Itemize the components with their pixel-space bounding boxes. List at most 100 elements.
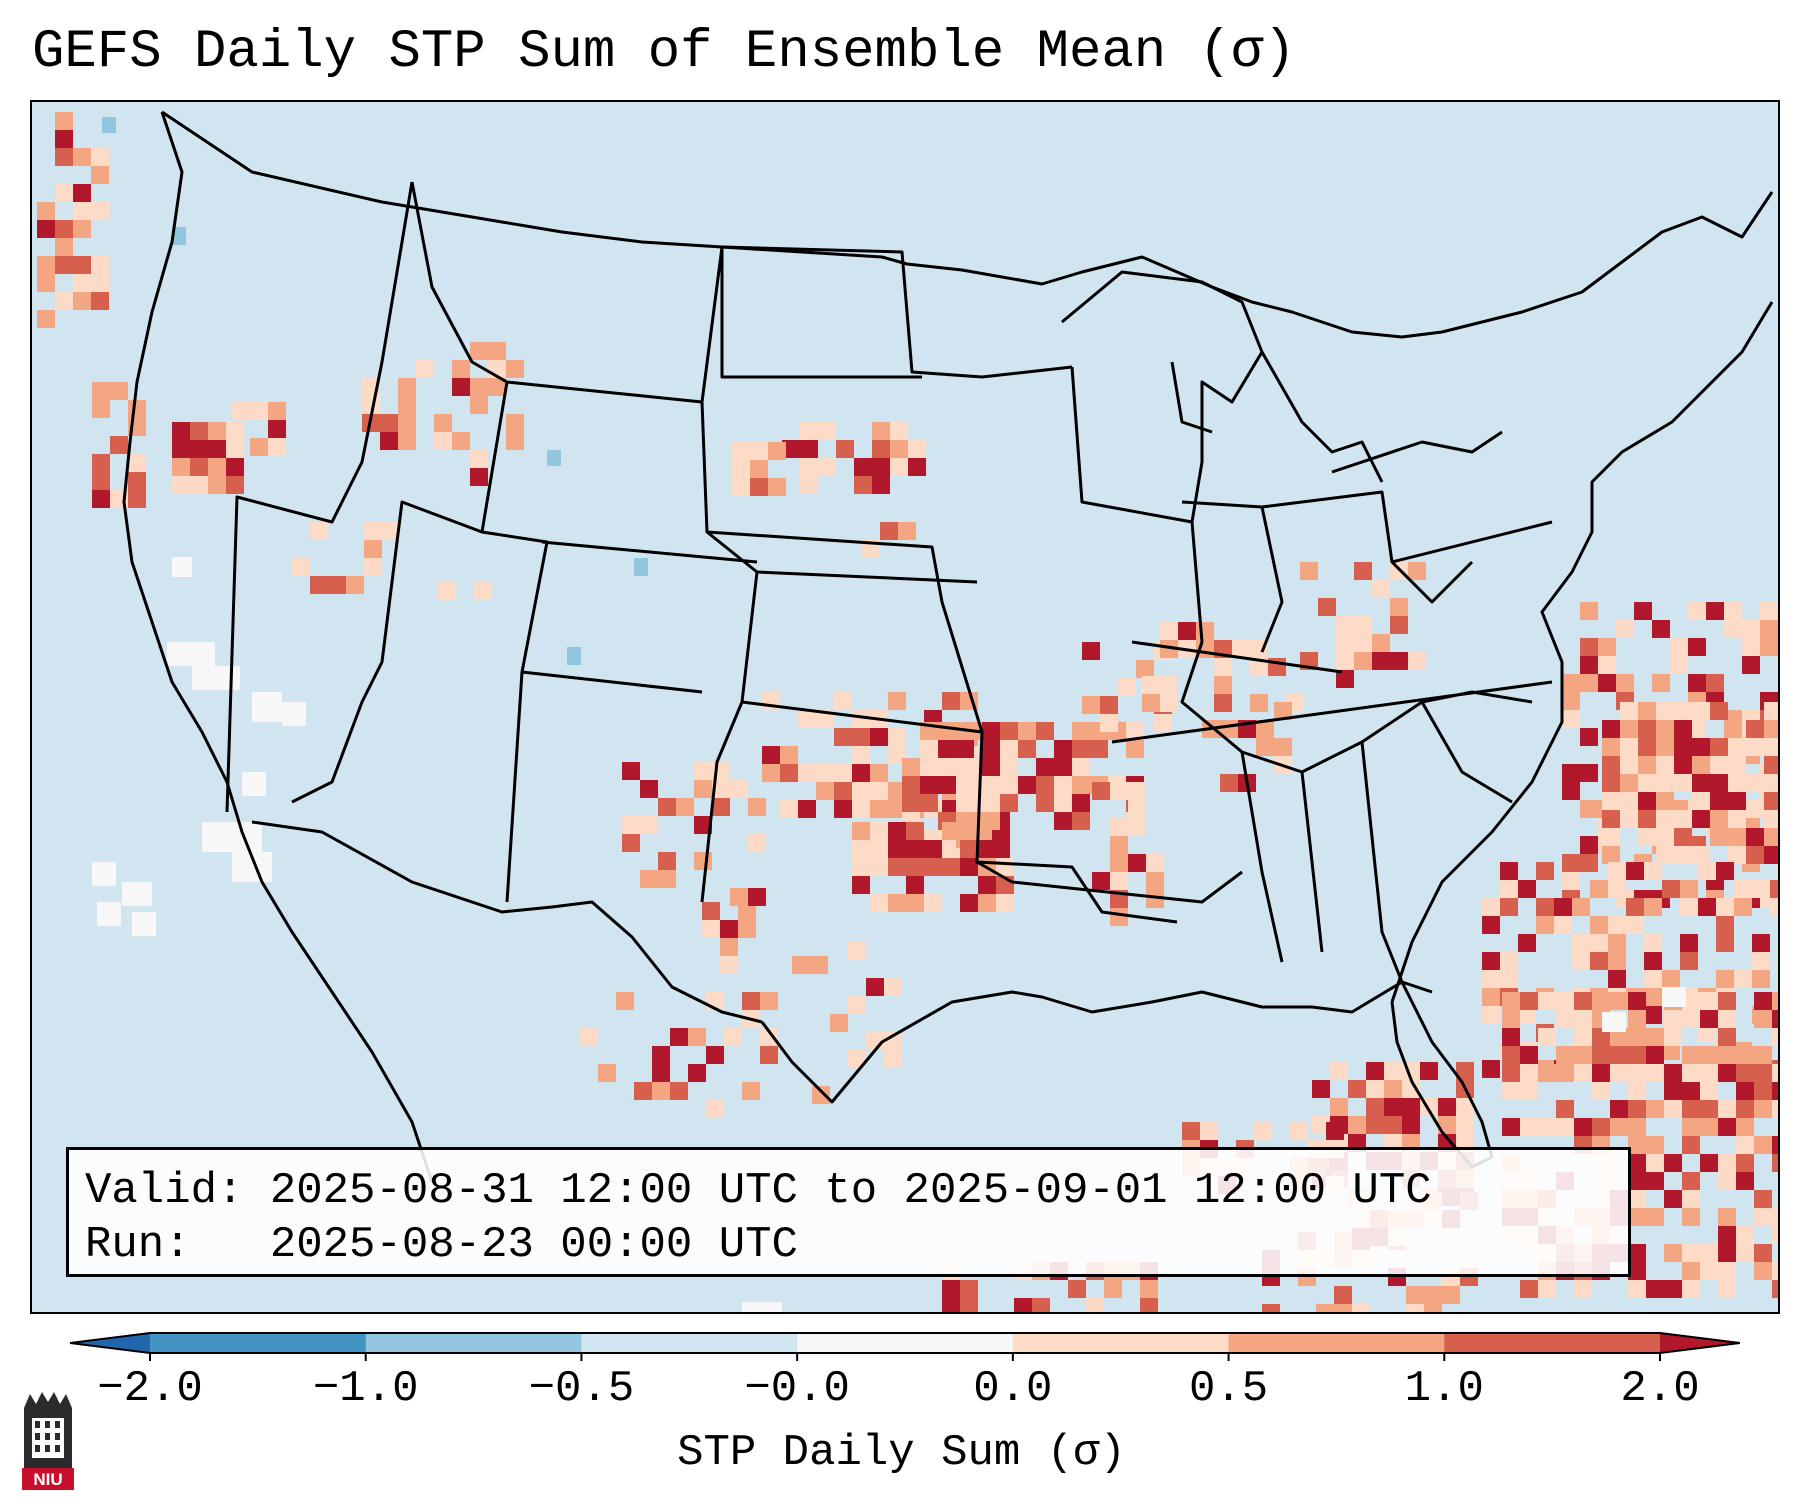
stp-anomaly-cell [1580, 728, 1598, 746]
stp-anomaly-cell [730, 780, 748, 798]
stp-anomaly-cell [1754, 1010, 1772, 1028]
stp-anomaly-cell [1128, 782, 1146, 800]
stp-anomaly-cell [1628, 1028, 1646, 1046]
west-coast [122, 111, 434, 1183]
stp-anomaly-cell [640, 870, 658, 888]
stp-anomaly-cell [780, 800, 798, 818]
building-icon [24, 1392, 72, 1468]
stp-anomaly-cell [768, 442, 786, 460]
stp-anomaly-cell [1408, 562, 1426, 580]
stp-anomaly-cell [694, 762, 712, 780]
stp-anomaly-cell [1680, 880, 1698, 898]
stp-anomaly-cell [1390, 652, 1408, 670]
stp-anomaly-cell [190, 476, 208, 494]
run-label: Run: [85, 1220, 191, 1270]
blue-negative-cells [102, 117, 648, 665]
colorbar-tick-label: −0.0 [744, 1364, 850, 1414]
stp-anomaly-cell [1574, 1118, 1592, 1136]
stp-anomaly-cell [434, 414, 452, 432]
stp-anomaly-cell [1662, 880, 1680, 898]
stp-anomaly-cell [1710, 810, 1728, 828]
stp-anomaly-cell [960, 840, 978, 858]
stp-anomaly-cell [890, 422, 908, 440]
stp-anomaly-cell [732, 460, 750, 478]
stp-anomaly-cell [798, 764, 816, 782]
stp-anomaly-cell [91, 202, 109, 220]
stp-anomaly-cell [1574, 1028, 1592, 1046]
stp-anomaly-cell [1126, 740, 1144, 758]
stp-anomaly-cell [1072, 776, 1090, 794]
stp-anomaly-cell [1610, 1064, 1628, 1082]
stp-anomaly-cell [1646, 1208, 1664, 1226]
stp-anomaly-cell [226, 440, 244, 458]
stp-anomaly-cell [1214, 676, 1232, 694]
stp-anomaly-cell [830, 1014, 848, 1032]
stp-anomaly-cell [888, 728, 906, 746]
stp-anomaly-cell [1628, 1082, 1646, 1100]
stp-anomaly-cell [1538, 992, 1556, 1010]
stp-anomaly-cell [906, 876, 924, 894]
stp-anomaly-cell [1638, 792, 1656, 810]
stp-anomaly-cell [1628, 1010, 1646, 1028]
stp-anomaly-cell [73, 274, 91, 292]
stp-anomaly-cell [1590, 934, 1608, 952]
stp-anomaly-cell [1728, 774, 1746, 792]
stp-anomaly-cell [652, 1046, 670, 1064]
stp-anomaly-cell [1700, 1010, 1718, 1028]
stp-anomaly-cell [888, 822, 906, 840]
stp-anomaly-cell [250, 438, 268, 456]
stp-anomaly-cell [1520, 1280, 1538, 1298]
stp-anomaly-cell [1000, 758, 1018, 776]
stp-anomaly-cell [1036, 776, 1054, 794]
stp-anomaly-cell [1736, 1064, 1754, 1082]
stp-anomaly-cell [812, 1086, 830, 1104]
stp-anomaly-cell [852, 858, 870, 876]
east-coast [1390, 301, 1774, 1003]
stp-anomaly-cell [852, 746, 870, 764]
stp-anomaly-cell [762, 746, 780, 764]
stp-anomaly-cell [768, 478, 786, 496]
stp-anomaly-cell [1482, 1006, 1500, 1024]
stp-anomaly-cell [982, 758, 1000, 776]
stp-anomaly-cell [1100, 714, 1118, 732]
stp-anomaly-cell [1734, 970, 1752, 988]
stp-anomaly-cell [1146, 854, 1164, 872]
stp-anomaly-cell [1054, 758, 1072, 776]
stp-anomaly-cell [1700, 1244, 1718, 1262]
stp-anomaly-cell [55, 220, 73, 238]
stp-anomaly-cell [1538, 1118, 1556, 1136]
stp-anomaly-cell [1638, 720, 1656, 738]
stp-anomaly-cell [1556, 1100, 1574, 1118]
stp-anomaly-cell [1312, 1080, 1330, 1098]
stp-anomaly-cell [1128, 800, 1146, 818]
stp-anomaly-cell [1736, 1154, 1754, 1172]
stp-anomaly-cell [872, 458, 890, 476]
stp-anomaly-cell [55, 184, 73, 202]
stp-anomaly-cell [1674, 846, 1692, 864]
stp-anomaly-cell [1072, 758, 1090, 776]
stp-anomaly-cell [1752, 970, 1770, 988]
stp-anomaly-cell [956, 812, 974, 830]
stp-anomaly-cell [732, 442, 750, 460]
stp-anomaly-cell [1580, 674, 1598, 692]
stp-anomaly-cell [1674, 774, 1692, 792]
stp-anomaly-cell [1718, 1244, 1736, 1262]
chart-title: GEFS Daily STP Sum of Ensemble Mean (σ) [32, 22, 1296, 83]
stp-anomaly-cell [1536, 916, 1554, 934]
stp-anomaly-cell [1502, 1082, 1520, 1100]
stp-anomaly-cell [1592, 1118, 1610, 1136]
stp-anomaly-cell [1700, 1046, 1718, 1064]
stp-anomaly-cell [1608, 862, 1626, 880]
stp-anomaly-cell [1628, 1190, 1646, 1208]
canada-border [161, 110, 1774, 339]
stp-anomaly-cell [1736, 1244, 1754, 1262]
stp-anomaly-cell [1682, 1208, 1700, 1226]
stp-anomaly-cell [1482, 898, 1500, 916]
stp-anomaly-cell [816, 782, 834, 800]
stp-anomaly-cell [1754, 1100, 1772, 1118]
stp-anomaly-cell [956, 758, 974, 776]
stp-anomaly-cell [1770, 898, 1778, 916]
stp-anomaly-cell [852, 800, 870, 818]
stp-anomaly-cell [1638, 828, 1656, 846]
stp-anomaly-cell [1644, 952, 1662, 970]
